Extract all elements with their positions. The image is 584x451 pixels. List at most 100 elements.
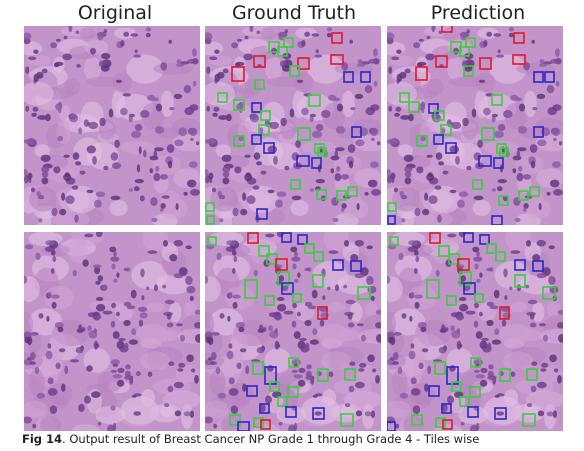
green-box bbox=[470, 357, 481, 368]
green-box bbox=[347, 186, 358, 197]
green-box bbox=[316, 189, 327, 200]
blue-box bbox=[463, 232, 474, 243]
green-box bbox=[408, 101, 420, 113]
green-box bbox=[472, 179, 483, 190]
green-box bbox=[252, 361, 264, 375]
green-box bbox=[459, 271, 472, 286]
green-box bbox=[217, 92, 228, 103]
blue-box bbox=[312, 407, 325, 420]
red-box bbox=[499, 306, 510, 320]
green-box bbox=[258, 245, 270, 257]
figure-caption-text: . Output result of Breast Cancer NP Grad… bbox=[62, 432, 480, 446]
green-box bbox=[389, 236, 399, 246]
tissue-image bbox=[24, 26, 200, 225]
blue-box bbox=[350, 260, 362, 272]
green-box bbox=[253, 417, 264, 428]
blue-box bbox=[533, 126, 544, 138]
tile-ground-truth-row2 bbox=[205, 232, 381, 431]
blue-box bbox=[263, 142, 275, 154]
tissue-image-annotated bbox=[387, 232, 563, 431]
green-box bbox=[435, 417, 446, 428]
green-box bbox=[411, 414, 423, 426]
figure-caption-label: Fig 14 bbox=[22, 432, 63, 446]
green-box bbox=[313, 251, 324, 262]
red-box bbox=[231, 66, 245, 82]
green-box bbox=[399, 92, 410, 103]
green-box bbox=[264, 295, 275, 306]
red-box bbox=[275, 258, 288, 271]
blue-box bbox=[281, 232, 292, 243]
red-box bbox=[317, 306, 328, 320]
green-box bbox=[233, 135, 245, 147]
green-box bbox=[518, 190, 529, 201]
green-box bbox=[317, 368, 329, 382]
blue-box bbox=[237, 421, 250, 431]
blue-box bbox=[479, 234, 490, 245]
blue-box bbox=[256, 208, 268, 220]
red-box bbox=[415, 66, 428, 81]
blue-box bbox=[360, 71, 371, 83]
tile-prediction-row1 bbox=[387, 26, 563, 225]
green-box bbox=[446, 295, 457, 306]
blue-box bbox=[478, 155, 492, 167]
green-box bbox=[357, 286, 371, 300]
red-box bbox=[442, 419, 453, 430]
red-box bbox=[297, 57, 310, 70]
blue-box bbox=[351, 126, 362, 138]
green-box bbox=[260, 110, 271, 121]
green-box bbox=[297, 127, 311, 141]
green-box bbox=[486, 243, 497, 254]
blue-box bbox=[533, 71, 544, 83]
blue-box bbox=[428, 103, 439, 114]
green-box bbox=[254, 79, 265, 90]
green-box bbox=[498, 195, 509, 206]
green-box bbox=[233, 99, 245, 111]
blue-box bbox=[532, 260, 544, 272]
green-box bbox=[229, 414, 241, 426]
figure-caption: Fig 14. Output result of Breast Cancer N… bbox=[22, 432, 479, 446]
tissue-image-annotated bbox=[205, 232, 381, 431]
green-box bbox=[336, 190, 347, 201]
green-box bbox=[459, 46, 470, 57]
green-box bbox=[277, 46, 288, 57]
blue-box bbox=[343, 71, 354, 83]
green-box bbox=[344, 368, 356, 381]
red-box bbox=[479, 57, 492, 70]
tile-original-row2 bbox=[24, 232, 200, 431]
green-box bbox=[469, 386, 481, 398]
green-box bbox=[526, 368, 538, 381]
green-box bbox=[426, 279, 440, 299]
blue-box bbox=[463, 282, 476, 295]
green-box bbox=[491, 94, 503, 106]
red-box bbox=[330, 54, 344, 65]
blue-box bbox=[297, 234, 308, 245]
blue-box bbox=[251, 102, 262, 113]
green-box bbox=[416, 135, 428, 147]
green-box bbox=[434, 361, 446, 375]
red-box bbox=[247, 232, 259, 244]
green-box bbox=[499, 368, 511, 382]
tile-ground-truth-row1 bbox=[205, 26, 381, 225]
green-box bbox=[434, 110, 445, 121]
tissue-image-annotated bbox=[387, 26, 563, 225]
green-box bbox=[207, 236, 217, 246]
green-box bbox=[542, 286, 556, 300]
green-box bbox=[312, 274, 324, 288]
green-box bbox=[283, 37, 294, 48]
red-box bbox=[513, 32, 525, 44]
blue-box bbox=[494, 407, 507, 420]
green-box bbox=[495, 251, 506, 262]
blue-box bbox=[296, 155, 310, 167]
blue-box bbox=[259, 403, 270, 414]
green-box bbox=[290, 179, 301, 190]
green-box bbox=[514, 274, 526, 288]
green-box bbox=[459, 396, 470, 407]
green-box bbox=[529, 186, 540, 197]
blue-box bbox=[491, 215, 503, 225]
blue-box bbox=[387, 421, 396, 431]
column-title-original: Original bbox=[77, 2, 153, 24]
column-title-prediction: Prediction bbox=[430, 2, 526, 24]
green-box bbox=[292, 293, 302, 303]
red-box bbox=[331, 32, 343, 44]
blue-box bbox=[332, 259, 344, 271]
